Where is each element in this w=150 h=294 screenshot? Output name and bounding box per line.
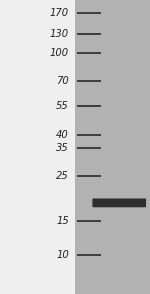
Text: 10: 10: [56, 250, 69, 260]
Text: 100: 100: [50, 48, 69, 58]
Text: 130: 130: [50, 29, 69, 39]
Text: 40: 40: [56, 130, 69, 140]
Bar: [75, 0, 150, 294]
Text: 170: 170: [50, 8, 69, 18]
Text: 35: 35: [56, 143, 69, 153]
FancyBboxPatch shape: [92, 198, 146, 207]
Text: 15: 15: [56, 216, 69, 226]
Text: 55: 55: [56, 101, 69, 111]
Bar: [0, 0, 75, 294]
Text: 25: 25: [56, 171, 69, 181]
Text: 70: 70: [56, 76, 69, 86]
